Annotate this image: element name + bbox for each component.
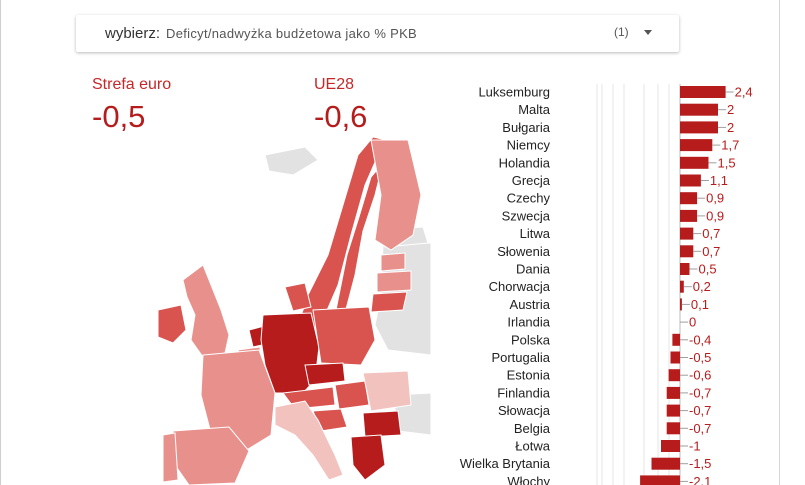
category-label: Estonia [507,368,551,383]
category-label: Bułgaria [502,120,550,135]
category-label: Chorwacja [489,279,551,294]
map-region-rumunia[interactable] [362,370,412,412]
value-label: 0,5 [699,262,717,277]
selector-count: (1) [614,25,629,39]
value-label: -0,7 [689,385,711,400]
kpi-eu28-label: UE28 [314,76,355,93]
bar[interactable] [680,209,698,222]
map-region-włochy[interactable] [274,400,344,481]
category-label: Grecja [512,173,551,188]
value-label: 1,5 [718,155,736,170]
value-label: 0,7 [702,244,720,259]
frame-left-border [0,0,1,485]
category-label: Słowenia [497,244,551,259]
bar[interactable] [680,174,701,187]
map-region-czechy[interactable] [304,362,346,386]
value-label: 0 [689,315,696,330]
map-region-grecja[interactable] [350,434,386,481]
bar[interactable] [680,245,694,258]
map-region-islandia[interactable] [264,146,319,176]
bar[interactable] [666,404,680,417]
category-label: Belgia [514,421,551,436]
map-region-łotwa[interactable] [376,270,412,293]
map-region-węgry[interactable] [334,380,370,410]
bar[interactable] [680,298,682,311]
category-label: Dania [516,262,551,277]
value-label: 0,1 [691,297,709,312]
deficit-bar-chart: Luksemburg 2,4 Malta 2 Bułgaria 2 Niemcy 1,7 Hol… [460,84,753,485]
bar[interactable] [640,475,680,485]
category-label: Luksemburg [478,85,550,100]
category-label: Niemcy [507,138,551,153]
bar[interactable] [680,156,709,169]
category-label: Włochy [507,474,550,485]
category-label: Austria [510,297,551,312]
kpi-eurozone-value: -0,5 [92,99,146,134]
bar[interactable] [680,121,718,134]
value-label: 0,2 [693,279,711,294]
category-label: Portugalia [491,350,550,365]
value-label: 1,7 [721,138,739,153]
map-region-finlandia[interactable] [370,139,422,251]
bar[interactable] [666,386,680,399]
frame-right-border [779,0,780,485]
value-label: 2 [727,120,734,135]
map-region-litwa[interactable] [370,291,408,313]
bar[interactable] [661,440,680,452]
map-region-bułgaria[interactable] [362,410,402,438]
value-label: -0,7 [689,403,711,418]
bar[interactable] [680,86,726,98]
kpi-eu28-value: -0,6 [314,99,368,134]
category-label: Finlandia [497,385,551,400]
category-label: Holandia [499,155,551,170]
bar[interactable] [672,333,680,346]
europe-choropleth-map[interactable] [13,135,433,485]
value-label: -0,5 [689,350,711,365]
category-label: Słowacja [498,403,551,418]
category-label: Polska [511,332,551,347]
category-label: Litwa [520,226,551,241]
value-label: -1 [689,439,701,454]
bar[interactable] [668,369,680,382]
bar[interactable] [670,351,681,364]
bar[interactable] [680,103,718,116]
map-region-estonia[interactable] [380,252,406,272]
value-label: 1,1 [710,173,728,188]
value-label: 0,9 [706,208,724,223]
value-label: 0,9 [706,191,724,206]
map-region-portugalia[interactable] [162,432,179,483]
category-label: Irlandia [507,315,550,330]
value-label: -2,1 [689,474,711,485]
selector-label: wybierz [105,25,156,42]
category-label: Wielka Brytania [460,456,551,471]
map-region-irlandia[interactable] [157,304,187,344]
bar[interactable] [680,139,713,152]
value-label: -0,6 [689,368,711,383]
bar[interactable] [680,280,684,293]
indicator-selector[interactable]: wybierz: Deficyt/nadwyżka budżetowa jako… [76,15,679,52]
kpi-eurozone-label: Strefa euro [92,76,172,93]
category-label: Łotwa [515,439,550,454]
category-label: Malta [518,102,551,117]
value-label: 2,4 [735,85,753,100]
bar[interactable] [680,227,694,240]
map-region-polska[interactable] [312,306,376,366]
selector-colon: : [155,25,161,42]
dropdown-arrow-icon[interactable] [644,30,652,35]
value-label: 2 [727,102,734,117]
value-label: -0,7 [689,421,711,436]
bar[interactable] [680,192,698,205]
value-label: 0,7 [702,226,720,241]
bar[interactable] [680,263,690,275]
map-region-dania[interactable] [284,282,312,312]
map-region-francja[interactable] [200,349,276,452]
value-label: -0,4 [689,332,711,347]
bar[interactable] [666,422,680,435]
selector-value: Deficyt/nadwyżka budżetowa jako % PKB [166,26,418,41]
bar[interactable] [651,457,681,470]
category-label: Szwecja [502,208,551,223]
category-label: Czechy [507,191,551,206]
value-label: -1,5 [689,456,711,471]
